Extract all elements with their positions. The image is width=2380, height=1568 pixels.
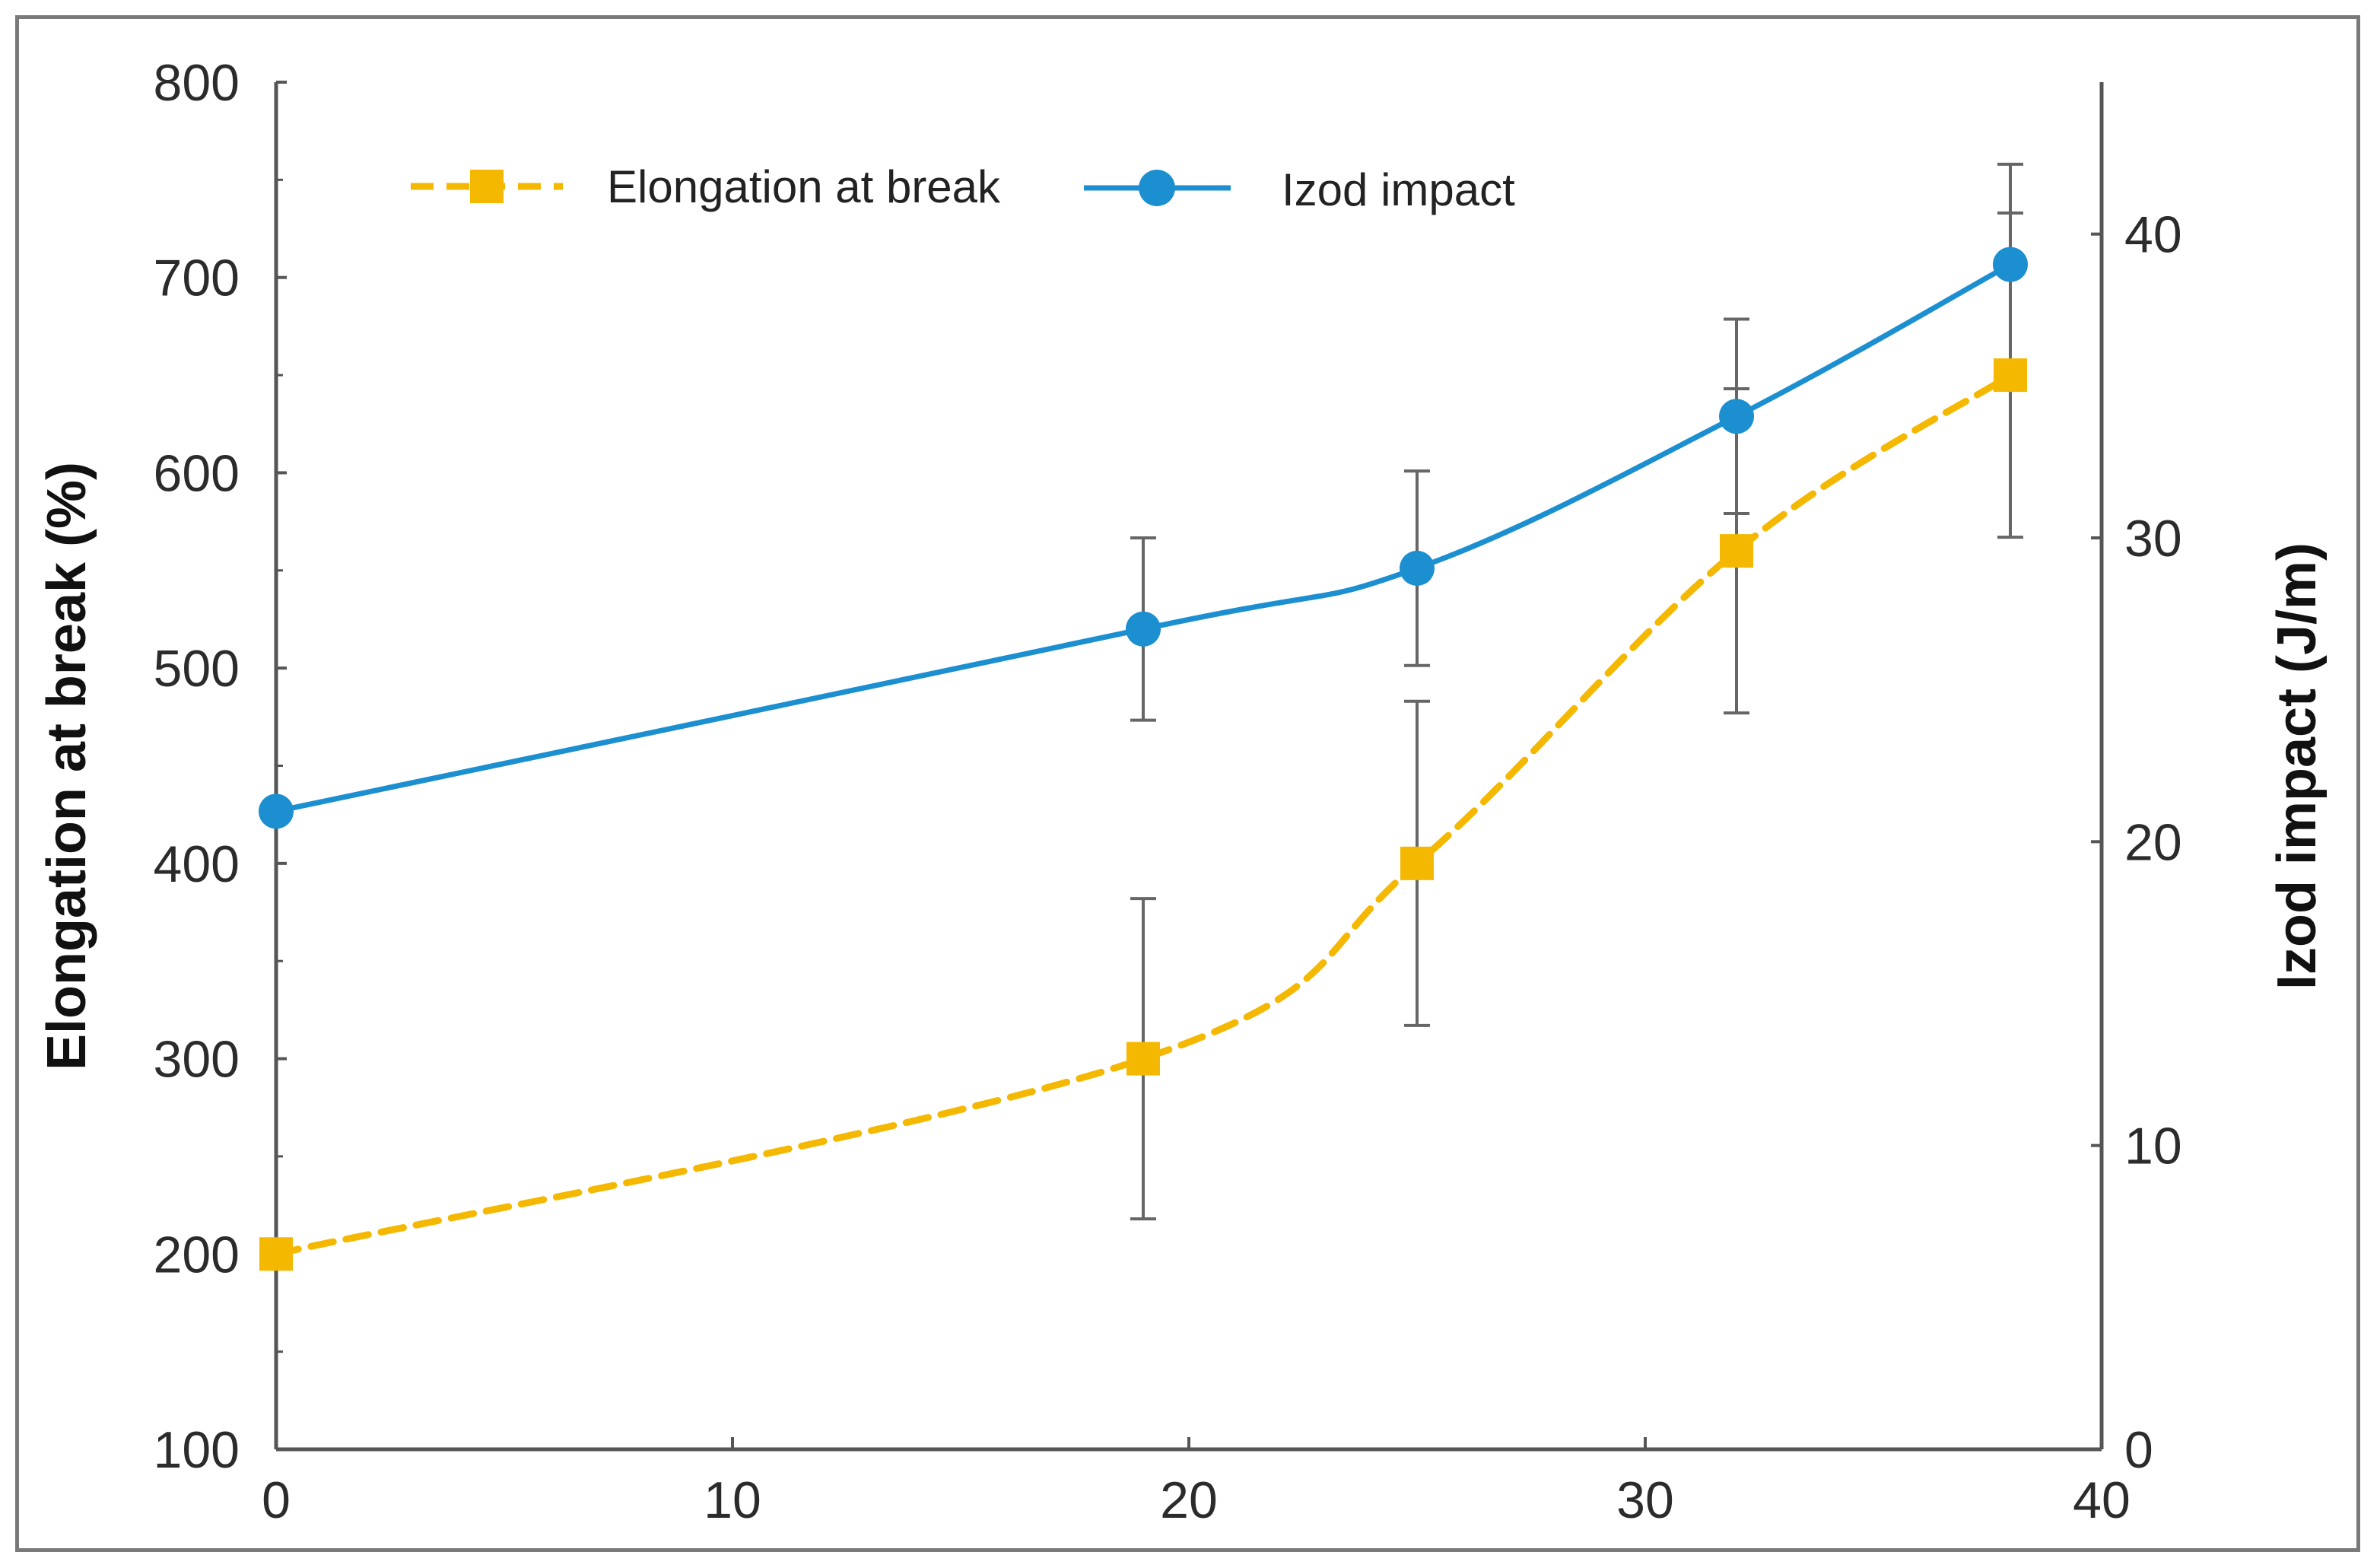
x-tick-label: 20 — [1160, 1471, 1218, 1529]
data-point-izod — [1126, 611, 1161, 647]
y2-axis-title: Izod impact (J/m) — [2267, 542, 2328, 990]
legend-item-elongation: Elongation at break — [411, 161, 1001, 212]
legend-item-izod: Izod impact — [1084, 164, 1515, 215]
y2-tick-label: 20 — [2124, 813, 2182, 871]
x-tick-label: 0 — [262, 1471, 291, 1529]
series-line-elongation — [272, 371, 2014, 1258]
x-tick-label: 10 — [704, 1471, 761, 1529]
data-point-izod — [1400, 550, 1435, 586]
error-bars — [1130, 162, 2023, 1221]
data-point-elongation — [1994, 358, 2027, 393]
x-tick-label: 30 — [1616, 1471, 1674, 1529]
y-tick-label: 200 — [154, 1226, 240, 1283]
legend: Elongation at break Izod impact — [411, 161, 1515, 215]
legend-label-elongation: Elongation at break — [607, 161, 1001, 212]
data-point-elongation — [1720, 534, 1753, 568]
series-line-izod — [273, 262, 2013, 814]
data-point-izod — [1719, 399, 1754, 434]
data-point-izod — [259, 794, 294, 829]
legend-marker-izod — [1139, 170, 1175, 206]
y-axis-title: Elongation at break (%) — [37, 462, 97, 1070]
y-tick-label: 800 — [154, 54, 240, 112]
data-point-elongation — [1400, 846, 1434, 880]
data-point-elongation — [259, 1237, 293, 1271]
y2-tick-label: 40 — [2124, 206, 2182, 264]
y-tick-label: 600 — [154, 444, 240, 502]
y-tick-label: 700 — [154, 250, 240, 307]
y-tick-label: 300 — [154, 1031, 240, 1089]
data-point-izod — [1993, 246, 2028, 282]
legend-label-izod: Izod impact — [1282, 164, 1515, 215]
y-tick-label: 100 — [154, 1421, 240, 1479]
series-lines — [272, 262, 2014, 1258]
y2-tick-label: 0 — [2124, 1421, 2153, 1479]
y-tick-label: 400 — [154, 835, 240, 893]
axes — [274, 82, 2104, 1452]
data-point-elongation — [1126, 1042, 1160, 1076]
x-tick-label: 40 — [2073, 1471, 2131, 1529]
y2-tick-label: 10 — [2124, 1118, 2182, 1175]
y2-tick-label: 30 — [2124, 510, 2182, 568]
series-markers — [259, 246, 2028, 1271]
y-tick-label: 500 — [154, 640, 240, 698]
figure-frame — [15, 15, 2360, 1552]
legend-marker-elongation — [470, 170, 504, 203]
